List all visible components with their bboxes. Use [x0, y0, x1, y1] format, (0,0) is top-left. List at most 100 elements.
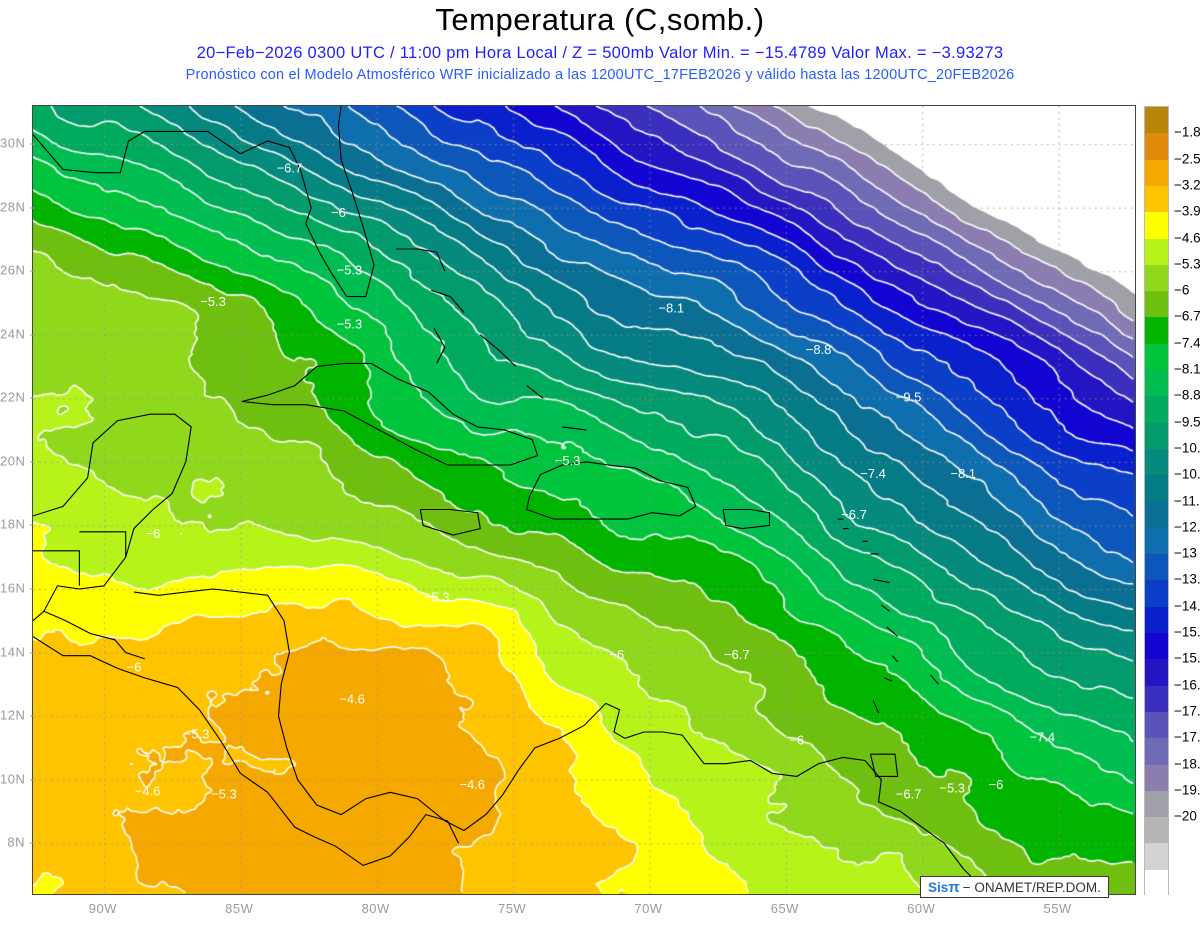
colorbar-swatch-27: [1145, 817, 1168, 844]
contour-label-24: −6: [988, 777, 1003, 792]
coastline-path: [431, 289, 465, 313]
lat-tick-14N: 14N -: [0, 644, 35, 660]
lon-tick-60W: 60W: [907, 901, 936, 916]
colorbar-label-18: −14.4: [1174, 598, 1200, 614]
colorbar-label-10: −8.8: [1174, 387, 1200, 403]
contour-label-19: −6: [789, 733, 804, 748]
coastline-path: [479, 334, 517, 367]
coastline-path: [883, 677, 893, 682]
colorbar-swatch-1: [1145, 133, 1168, 161]
lon-tick-65W: 65W: [770, 901, 799, 916]
contour-label-14: −6: [609, 647, 624, 662]
lon-tick-55W: 55W: [1043, 901, 1072, 916]
coastline-path: [526, 385, 544, 399]
colorbar-swatch-25: [1145, 764, 1168, 792]
lat-tick-16N: 16N -: [0, 580, 35, 596]
lat-tick-24N: 24N -: [0, 326, 35, 342]
colorbar-swatch-3: [1145, 185, 1168, 213]
contour-label-15: −6.7: [724, 647, 750, 662]
colorbar-label-5: −5.3: [1174, 256, 1200, 272]
coastline-path: [433, 328, 446, 364]
colorbar-label-25: −19.3: [1174, 782, 1200, 798]
colorbar-swatch-5: [1145, 238, 1168, 266]
contour-label-22: −6.7: [896, 787, 922, 802]
lon-tick-90W: 90W: [88, 901, 118, 916]
lat-tick-12N: 12N -: [0, 707, 35, 723]
contour-label-2: −5.3: [337, 262, 363, 277]
colorbar-label-22: −17.2: [1174, 703, 1200, 719]
coastline-path: [33, 413, 192, 622]
logo-brand-text: Sis: [928, 879, 949, 895]
coastline-path: [33, 550, 80, 586]
colorbar-label-9: −8.1: [1174, 361, 1200, 377]
coastline-path: [886, 626, 899, 638]
colorbar-label-6: −6: [1174, 282, 1190, 298]
colorbar-label-0: −1.8: [1174, 124, 1200, 140]
map-plot-area: −6.7 −6 −5.3 −5.3 −5.3 −8.1 −8.8 −9.5 −5.3 −7.4 −8…: [32, 105, 1136, 895]
colorbar-swatch-9: [1145, 343, 1168, 371]
colorbar-swatch-17: [1145, 554, 1168, 581]
coastline-path: [526, 461, 697, 520]
colorbar-label-26: −20: [1174, 808, 1197, 824]
contour-label-1: −6: [331, 205, 346, 220]
coastline-path: [872, 699, 880, 714]
contour-label-6: −8.8: [806, 342, 832, 357]
lat-tick-20N: 20N -: [0, 453, 35, 469]
colorbar-swatch-18: [1145, 580, 1168, 608]
colorbar-label-1: −2.5: [1174, 151, 1200, 167]
coastline-path: [133, 588, 999, 894]
coastline-path: [562, 426, 587, 431]
colorbar: [1144, 106, 1169, 897]
lon-tick-80W: 80W: [361, 901, 390, 916]
colorbar-swatch-15: [1145, 501, 1168, 529]
colorbar-swatch-29: [1145, 869, 1168, 897]
coastline-path: [419, 508, 481, 536]
colorbar-swatch-0: [1145, 107, 1168, 134]
colorbar-swatch-23: [1145, 711, 1168, 739]
contour-label-21: −4.6: [459, 777, 485, 792]
colorbar-swatch-7: [1145, 291, 1168, 318]
coastline-path: [395, 248, 446, 272]
coastline-path: [880, 604, 890, 612]
coastline-path: [33, 106, 375, 298]
pi-icon: π: [948, 878, 960, 896]
contour-label-17: −4.6: [339, 691, 365, 706]
colorbar-swatch-4: [1145, 212, 1168, 240]
contour-label-13: −5.3: [424, 590, 450, 605]
colorbar-label-23: −17.9: [1174, 729, 1200, 745]
colorbar-swatch-26: [1145, 790, 1168, 818]
colorbar-swatch-19: [1145, 606, 1168, 634]
coastline-path: [869, 753, 899, 777]
colorbar-swatch-8: [1145, 317, 1168, 345]
contour-label-23: −5.3: [939, 780, 965, 795]
coastline-path: [43, 610, 145, 660]
lat-tick-8N: 8N -: [7, 834, 34, 850]
colorbar-swatch-12: [1145, 422, 1168, 450]
colorbar-swatch-2: [1145, 159, 1168, 187]
lat-tick-18N: 18N -: [0, 516, 35, 532]
colorbar-label-21: −16.5: [1174, 677, 1200, 693]
colorbar-label-2: −3.2: [1174, 177, 1200, 193]
colorbar-swatch-6: [1145, 264, 1168, 292]
contour-label-11: −6.7: [841, 507, 867, 522]
lon-tick-85W: 85W: [225, 901, 254, 916]
colorbar-label-17: −13.7: [1174, 571, 1200, 587]
colorbar-swatch-28: [1145, 843, 1168, 871]
lat-tick-28N: 28N -: [0, 199, 35, 215]
page-title: Temperatura (C,somb.): [435, 2, 765, 37]
coastline-path: [891, 655, 899, 663]
colorbar-label-7: −6.7: [1174, 308, 1200, 324]
contour-label-16: −6: [126, 660, 141, 675]
colorbar-swatch-24: [1145, 738, 1168, 766]
subtitle-model-info: Pronóstico con el Modelo Atmosférico WRF…: [185, 67, 1015, 83]
colorbar-swatch-22: [1145, 685, 1168, 713]
lat-tick-30N: 30N -: [0, 135, 35, 151]
lat-tick-22N: 22N -: [0, 389, 35, 405]
colorbar-swatch-16: [1145, 527, 1168, 555]
colorbar-label-16: −13: [1174, 545, 1197, 561]
colorbar-label-19: −15.1: [1174, 624, 1200, 640]
contour-label-3: −5.3: [200, 294, 226, 309]
coastline-path: [33, 636, 459, 867]
subtitle-run-info: 20−Feb−2026 0300 UTC / 11:00 pm Hora Loc…: [196, 44, 1004, 62]
colorbar-swatch-11: [1145, 396, 1168, 424]
